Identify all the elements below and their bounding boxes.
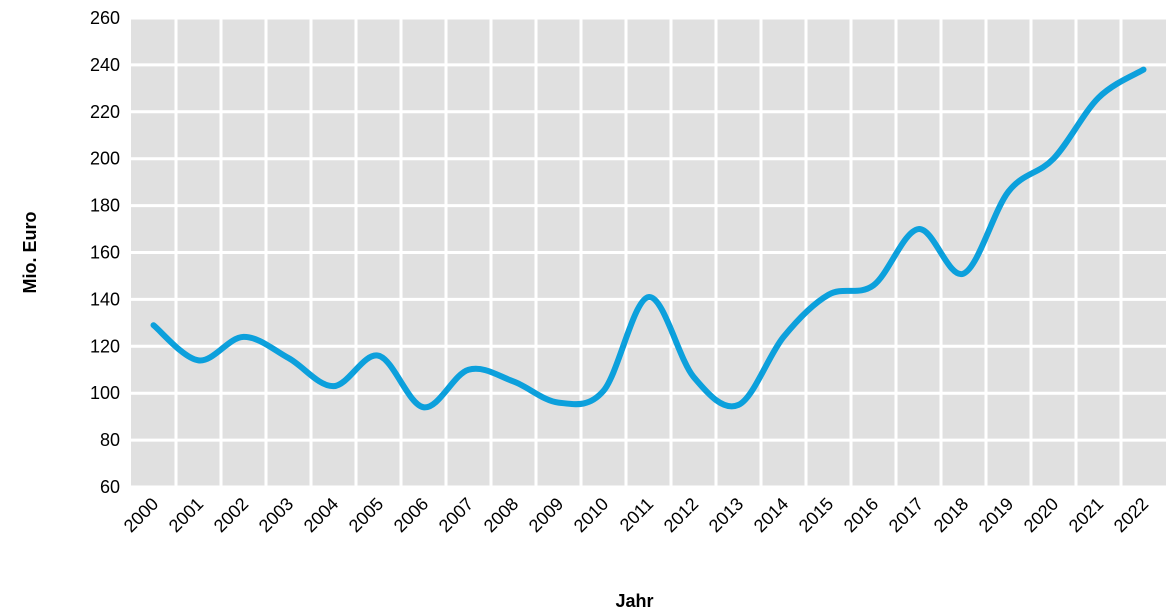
y-tick-label: 100: [90, 383, 120, 403]
x-tick-label: 2020: [1020, 494, 1062, 536]
x-tick-label: 2022: [1110, 494, 1152, 536]
y-tick-label: 120: [90, 336, 120, 356]
y-tick-label: 140: [90, 289, 120, 309]
x-tick-label: 2011: [616, 494, 658, 536]
x-tick-label: 2002: [210, 494, 252, 536]
y-tick-label: 180: [90, 196, 120, 216]
y-tick-label: 60: [100, 477, 120, 497]
x-tick-label: 2017: [885, 494, 927, 536]
y-tick-label: 240: [90, 55, 120, 75]
y-tick-label: 80: [100, 430, 120, 450]
x-tick-label: 2004: [300, 494, 342, 536]
x-tick-label: 2019: [975, 494, 1017, 536]
x-tick-label: 2006: [390, 494, 432, 536]
y-axis-tick-labels: 60 80 100 120 140 160 180 200 220 240 260: [90, 8, 120, 497]
x-tick-label: 2015: [795, 494, 837, 536]
x-tick-label: 2008: [480, 494, 522, 536]
x-axis-tick-labels: 2000 2001 2002 2003 2004 2005 2006 2007 2008 2009…: [120, 494, 1152, 536]
x-tick-label: 2013: [705, 494, 747, 536]
x-tick-label: 2005: [345, 494, 387, 536]
x-tick-label: 2001: [165, 494, 207, 536]
y-tick-label: 160: [90, 243, 120, 263]
x-axis-title: Jahr: [615, 591, 653, 611]
y-tick-label: 200: [90, 149, 120, 169]
horizontal-gridlines: [131, 16, 1166, 489]
x-tick-label: 2014: [750, 494, 792, 536]
x-tick-label: 2021: [1065, 494, 1107, 536]
x-tick-label: 2016: [840, 494, 882, 536]
x-tick-label: 2018: [930, 494, 972, 536]
x-tick-label: 2009: [525, 494, 567, 536]
x-tick-label: 2010: [570, 494, 612, 536]
series-group: [150, 66, 1147, 411]
x-tick-label: 2007: [435, 494, 477, 536]
y-tick-label: 260: [90, 8, 120, 28]
x-tick-label: 2012: [660, 494, 702, 536]
x-tick-label: 2000: [120, 494, 162, 536]
series-line: [150, 66, 1147, 411]
x-tick-label: 2003: [255, 494, 297, 536]
y-tick-label: 220: [90, 102, 120, 122]
y-axis-title: Mio. Euro: [20, 212, 40, 294]
